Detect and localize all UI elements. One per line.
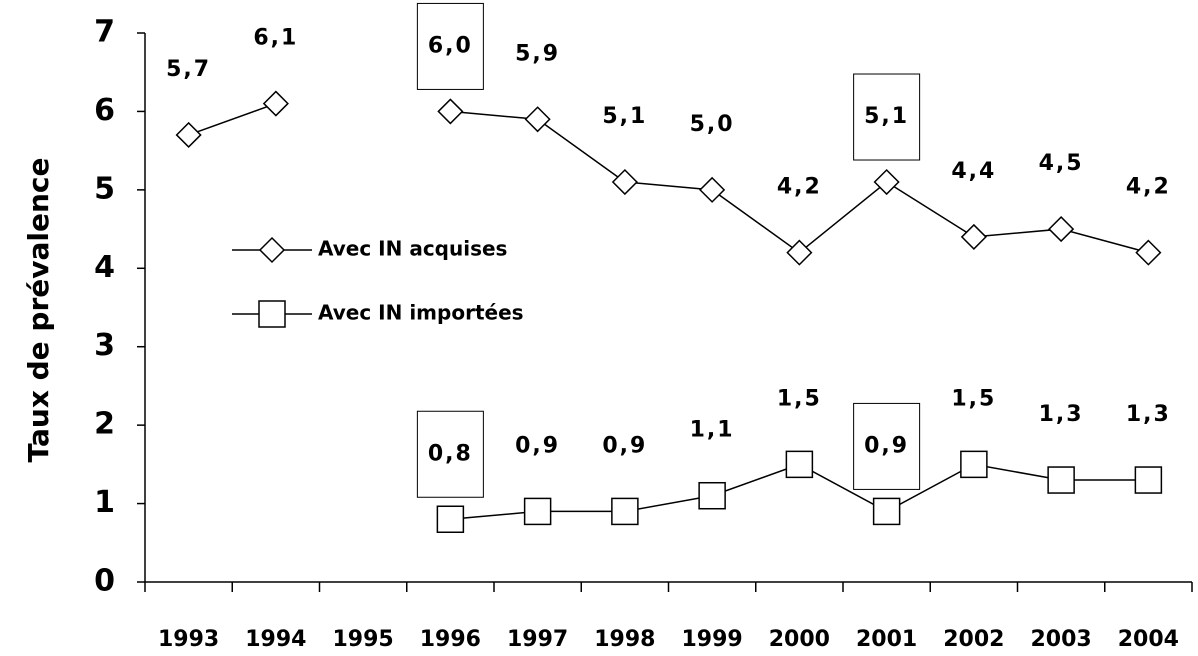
data-label: 4,2 bbox=[777, 175, 822, 200]
label-box bbox=[853, 402, 921, 490]
x-tick-label: 2003 bbox=[1031, 627, 1092, 652]
label-box bbox=[416, 410, 484, 498]
y-tick-label: 1 bbox=[94, 485, 115, 520]
y-tick-label: 2 bbox=[94, 407, 115, 442]
data-label: 0,8 bbox=[428, 441, 473, 466]
data-label: 1,5 bbox=[777, 386, 822, 411]
marker bbox=[1135, 239, 1162, 266]
data-label: 6,0 bbox=[428, 33, 473, 58]
data-label: 6,1 bbox=[253, 26, 298, 51]
x-tick-label: 1995 bbox=[333, 627, 394, 652]
y-tick-label: 4 bbox=[94, 250, 115, 285]
label-box bbox=[853, 73, 921, 161]
marker bbox=[262, 90, 289, 117]
marker bbox=[786, 239, 813, 266]
x-tick-label: 1997 bbox=[507, 627, 568, 652]
y-tick-label: 0 bbox=[94, 564, 115, 599]
data-label: 4,4 bbox=[951, 159, 996, 184]
marker bbox=[611, 497, 639, 526]
x-tick-label: 2004 bbox=[1118, 627, 1179, 652]
marker bbox=[1048, 216, 1075, 243]
x-tick-label: 1999 bbox=[682, 627, 743, 652]
y-tick-label: 3 bbox=[94, 328, 115, 363]
x-tick-label: 2001 bbox=[856, 627, 917, 652]
marker bbox=[611, 168, 638, 196]
data-label: 5,7 bbox=[166, 57, 211, 82]
data-label: 5,9 bbox=[515, 41, 560, 66]
legend-label: Avec IN acquises bbox=[318, 237, 507, 261]
legend-marker bbox=[258, 236, 286, 264]
data-label: 4,5 bbox=[1039, 151, 1084, 176]
x-tick-label: 2000 bbox=[769, 627, 830, 652]
legend-marker bbox=[258, 300, 286, 328]
marker bbox=[1047, 466, 1075, 494]
x-tick-label: 1994 bbox=[245, 627, 306, 652]
data-label: 1,3 bbox=[1126, 402, 1171, 427]
series-line bbox=[188, 102, 1149, 254]
label-box bbox=[416, 2, 484, 90]
marker bbox=[175, 121, 202, 149]
data-label: 1,3 bbox=[1039, 402, 1084, 427]
x-tick-label: 1993 bbox=[158, 627, 219, 652]
data-label: 1,5 bbox=[951, 386, 996, 411]
x-tick-label: 1998 bbox=[594, 627, 655, 652]
marker bbox=[872, 497, 901, 526]
y-axis-label: Taux de prévalence bbox=[22, 157, 55, 462]
legend-label: Avec IN importées bbox=[318, 301, 524, 325]
data-label: 1,1 bbox=[690, 418, 735, 443]
marker bbox=[1134, 466, 1163, 494]
data-label: 4,2 bbox=[1126, 175, 1171, 200]
data-label: 5,0 bbox=[690, 112, 735, 137]
marker bbox=[524, 106, 551, 133]
data-label: 0,9 bbox=[864, 433, 909, 458]
marker bbox=[699, 176, 726, 203]
marker bbox=[436, 505, 465, 534]
x-tick-label: 1996 bbox=[420, 627, 481, 652]
marker bbox=[873, 168, 900, 196]
x-tick-label: 2002 bbox=[943, 627, 1004, 652]
marker bbox=[785, 450, 814, 479]
marker bbox=[960, 450, 988, 479]
marker bbox=[960, 223, 987, 250]
data-label: 0,9 bbox=[602, 433, 647, 458]
y-tick-label: 5 bbox=[94, 171, 115, 206]
y-tick-label: 7 bbox=[94, 15, 115, 50]
y-tick-label: 6 bbox=[94, 93, 115, 128]
marker bbox=[698, 481, 726, 510]
data-label: 0,9 bbox=[515, 433, 560, 458]
marker bbox=[523, 497, 552, 526]
data-label: 5,1 bbox=[602, 104, 647, 129]
marker bbox=[437, 98, 464, 125]
data-label: 5,1 bbox=[864, 104, 909, 129]
